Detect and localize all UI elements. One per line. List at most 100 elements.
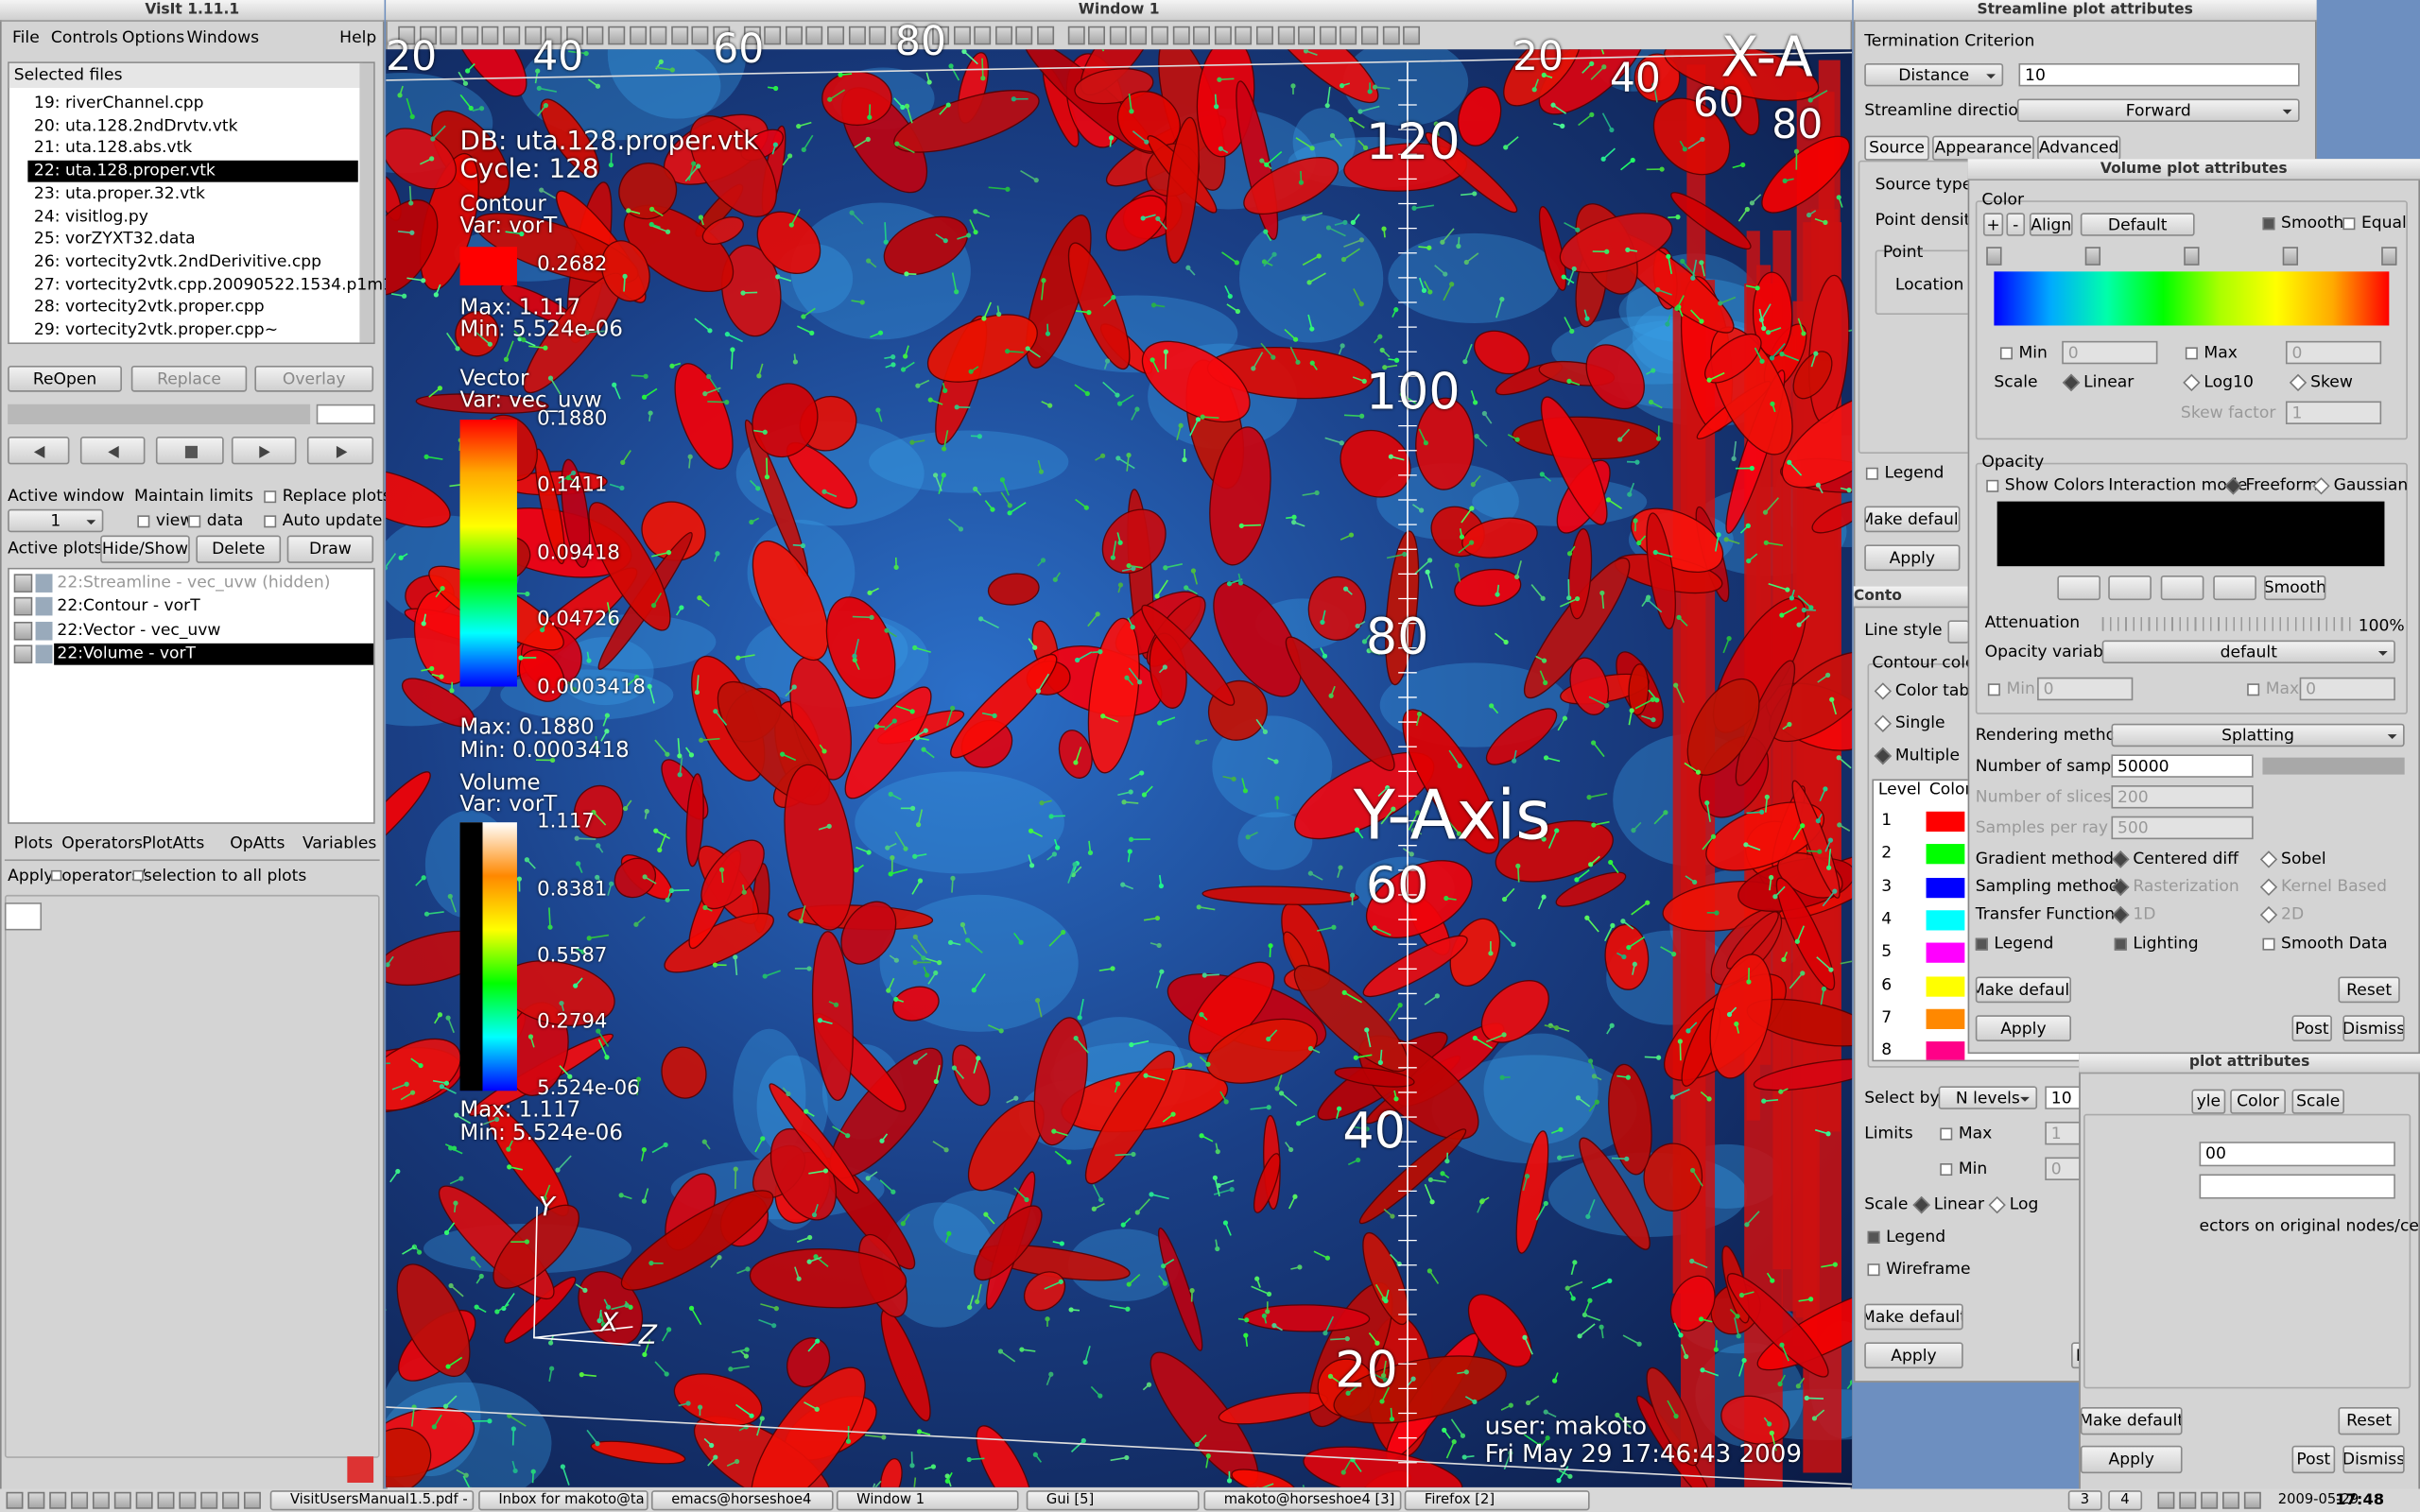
toolbar-icon[interactable]	[1150, 26, 1168, 45]
toolbar-icon[interactable]	[460, 26, 478, 45]
toolbar-icon[interactable]	[805, 26, 823, 45]
toolbar-icon[interactable]	[1172, 26, 1190, 45]
vcr-button[interactable]	[8, 437, 70, 465]
level-color[interactable]	[1926, 975, 1965, 996]
button[interactable]: Apply	[1864, 544, 1961, 572]
tray-icon[interactable]	[2179, 1491, 2197, 1509]
button[interactable]: Dismiss	[2342, 1015, 2405, 1042]
level-color[interactable]	[1926, 910, 1965, 931]
text-field[interactable]: 0	[2285, 340, 2382, 365]
toolbar-icon[interactable]	[974, 26, 992, 45]
checkbox[interactable]	[1999, 347, 2013, 360]
desktop-button[interactable]	[2067, 1490, 2102, 1511]
checkbox[interactable]	[1867, 1263, 1880, 1277]
button[interactable]: Make default	[1864, 1303, 1963, 1331]
toolbar-icon[interactable]	[587, 26, 605, 45]
control-point[interactable]	[1986, 247, 2002, 266]
toolbar-icon[interactable]	[544, 26, 562, 45]
opacity-shape[interactable]	[2057, 575, 2101, 601]
toolbar-icon[interactable]	[743, 26, 761, 45]
tab[interactable]: Source	[1864, 135, 1929, 161]
level-color[interactable]	[1926, 877, 1965, 898]
launcher-icon[interactable]	[6, 1491, 24, 1509]
toolbar-icon[interactable]	[1319, 26, 1337, 45]
task-button[interactable]	[836, 1490, 1019, 1511]
checkbox[interactable]	[2262, 217, 2275, 231]
task-button[interactable]	[1404, 1490, 1590, 1511]
control-point[interactable]	[2184, 247, 2200, 266]
button[interactable]: Apply	[1975, 1015, 2072, 1042]
button[interactable]: Draw	[286, 535, 374, 563]
launcher-icon[interactable]	[135, 1491, 153, 1509]
toolbar-icon[interactable]	[670, 26, 688, 45]
button[interactable]: Post	[2291, 1015, 2332, 1042]
dropdown[interactable]: Distance	[1864, 62, 2004, 87]
text-field[interactable]: 500	[2111, 816, 2254, 840]
toolbar-icon[interactable]	[713, 26, 731, 45]
button[interactable]: Dismiss	[2342, 1445, 2405, 1474]
button[interactable]: Reset	[2338, 976, 2400, 1004]
text-field[interactable]: 0	[2299, 677, 2395, 701]
text-field[interactable]: 10	[2018, 62, 2300, 87]
launcher-icon[interactable]	[71, 1491, 89, 1509]
task-button[interactable]	[1026, 1490, 1200, 1511]
checkbox[interactable]	[264, 490, 277, 504]
control-point[interactable]	[2084, 247, 2101, 266]
checkbox[interactable]	[50, 869, 62, 882]
button[interactable]: -	[2006, 213, 2026, 236]
checkbox[interactable]	[2342, 217, 2356, 231]
level-color[interactable]	[1926, 1041, 1965, 1060]
text-field[interactable]: 0	[2062, 340, 2158, 365]
dropdown[interactable]: Splatting	[2111, 723, 2405, 747]
tray-icon[interactable]	[2201, 1491, 2219, 1509]
button[interactable]: Post	[2291, 1445, 2336, 1474]
level-color[interactable]	[1926, 942, 1965, 964]
toolbar-icon[interactable]	[848, 26, 866, 45]
toolbar-icon[interactable]	[565, 26, 583, 45]
toolbar-icon[interactable]	[1255, 26, 1273, 45]
vcr-button[interactable]	[79, 437, 146, 465]
task-button[interactable]	[269, 1490, 475, 1511]
launcher-icon[interactable]	[27, 1491, 45, 1509]
toolbar-icon[interactable]	[398, 26, 416, 45]
launcher-icon[interactable]	[49, 1491, 67, 1509]
expand-arrow[interactable]	[13, 621, 33, 640]
toolbar-icon[interactable]	[692, 26, 710, 45]
tray-icon[interactable]	[2157, 1491, 2175, 1509]
dropdown[interactable]: Forward	[2016, 98, 2300, 122]
launcher-icon[interactable]	[113, 1491, 131, 1509]
toolbar-icon[interactable]	[1193, 26, 1211, 45]
toolbar-icon[interactable]	[608, 26, 626, 45]
control-point[interactable]	[2381, 247, 2397, 266]
toolbar-icon[interactable]	[1037, 26, 1055, 45]
vcr-button[interactable]	[155, 437, 224, 465]
vcr-button[interactable]	[306, 437, 374, 465]
tab[interactable]: Scale	[2291, 1089, 2344, 1114]
toolbar-icon[interactable]	[629, 26, 647, 45]
checkbox[interactable]	[2247, 683, 2260, 696]
level-color[interactable]	[1926, 811, 1965, 832]
button[interactable]: Smooth	[2264, 575, 2326, 601]
checkbox[interactable]	[2114, 937, 2127, 951]
checkbox[interactable]	[188, 515, 201, 528]
checkbox[interactable]	[264, 515, 277, 528]
checkbox[interactable]	[132, 869, 144, 882]
toolbar-icon[interactable]	[1403, 26, 1421, 45]
button[interactable]: Default	[2080, 213, 2195, 236]
task-button[interactable]	[1203, 1490, 1402, 1511]
vcr-button[interactable]	[231, 437, 297, 465]
text-field[interactable]: 1	[2285, 401, 2382, 424]
button[interactable]: ReOpen	[8, 365, 122, 392]
tray-icon[interactable]	[2243, 1491, 2261, 1509]
toolbar-icon[interactable]	[482, 26, 499, 45]
toolbar-icon[interactable]	[1130, 26, 1148, 45]
level-color[interactable]	[1926, 844, 1965, 865]
dropdown[interactable]: default	[2101, 640, 2395, 664]
checkbox[interactable]	[2185, 347, 2198, 360]
toolbar-icon[interactable]	[890, 26, 908, 45]
tab[interactable]: yle	[2191, 1089, 2226, 1114]
opacity-shape[interactable]	[2160, 575, 2204, 601]
toolbar-icon[interactable]	[649, 26, 667, 45]
toolbar-icon[interactable]	[503, 26, 521, 45]
level-color[interactable]	[1926, 1008, 1965, 1029]
